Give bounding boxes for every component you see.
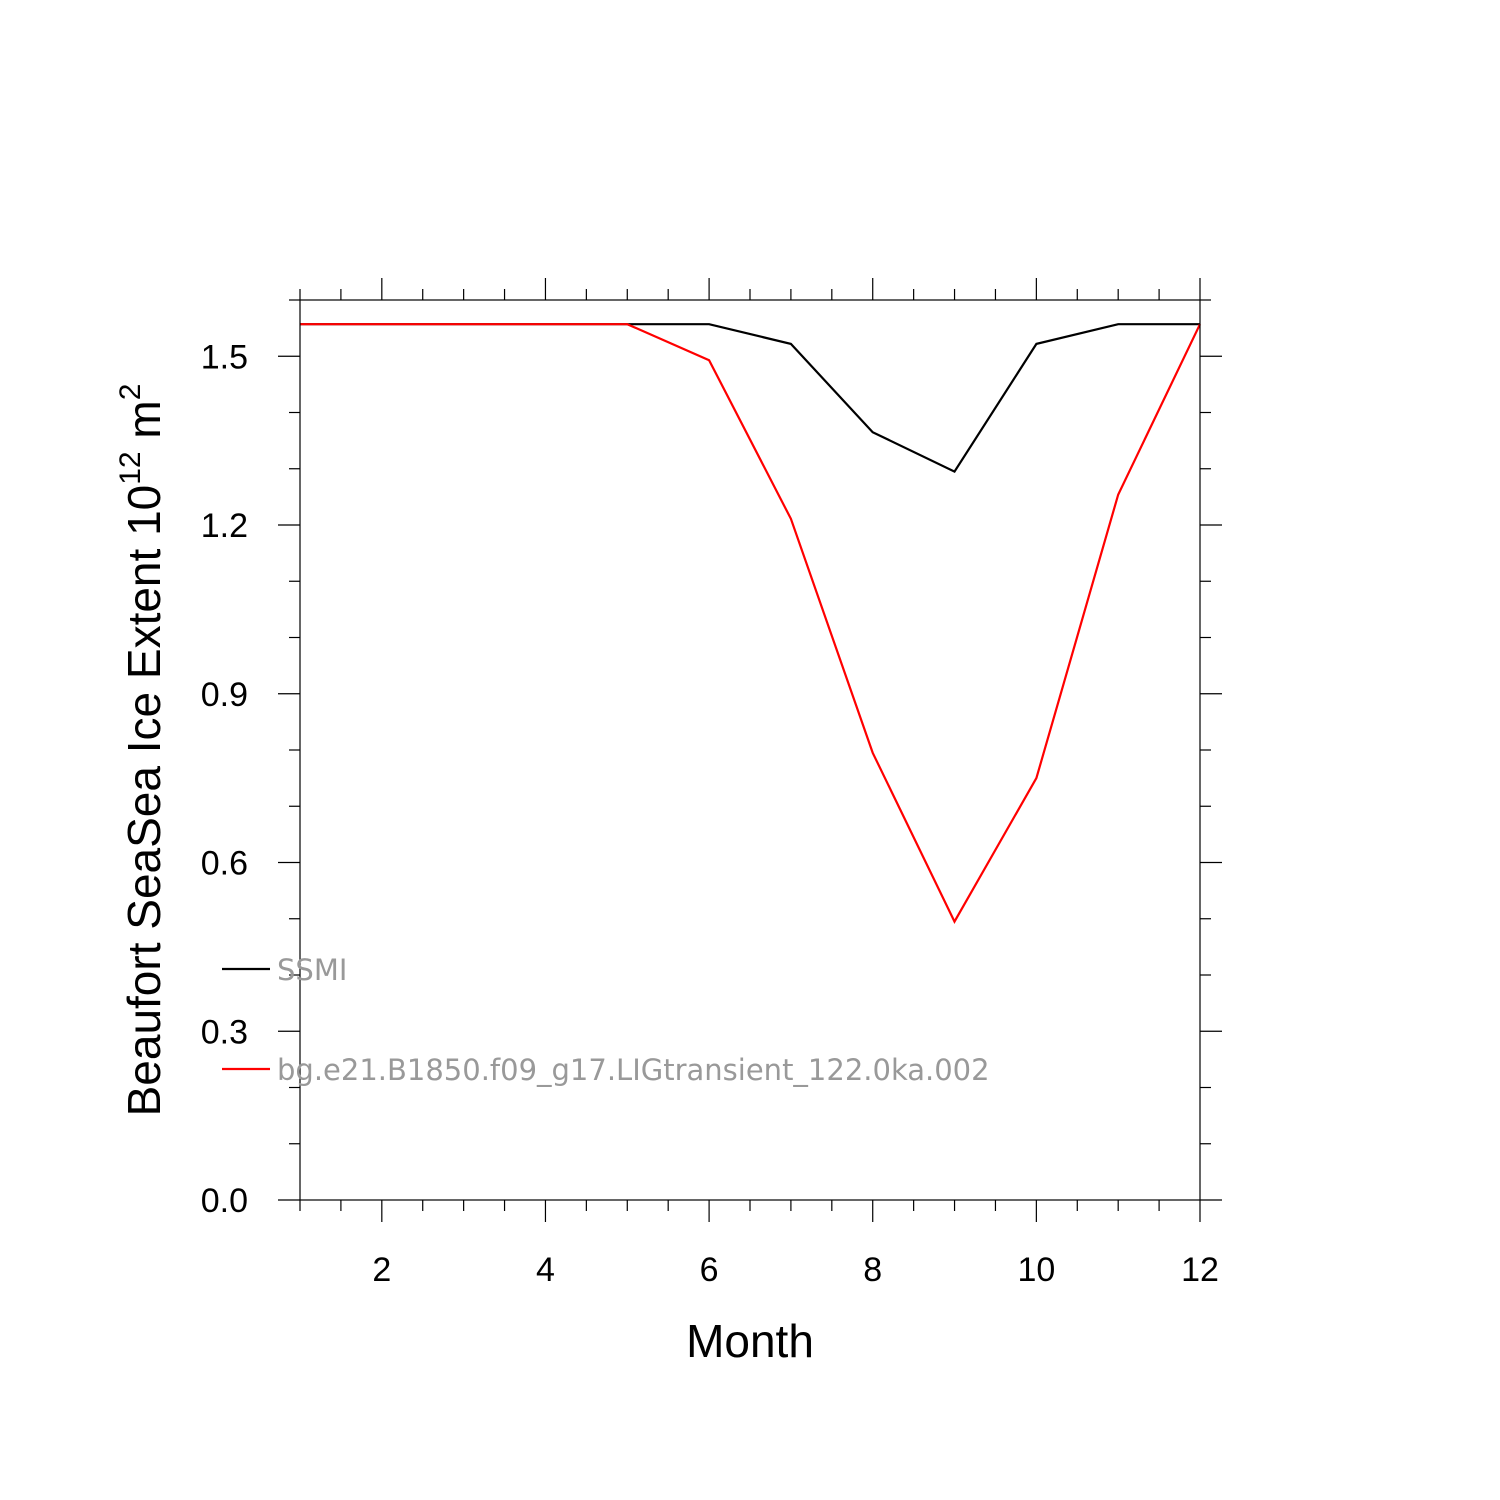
y-axis-title: Beaufort SeaSea Ice Extent 1012 m2 — [114, 384, 170, 1117]
y-axis-title-exponent: 12 — [114, 451, 147, 484]
y-axis-title-main: Beaufort SeaSea Ice Extent 10 — [118, 485, 170, 1117]
tick-labels: 2 4 6 8 10 12 0.0 0.3 0.6 0.9 1.2 1.5 — [201, 338, 1219, 1289]
x-axis-title: Month — [686, 1315, 814, 1367]
plot-frame — [299, 299, 1201, 1201]
legend: SSMI bg.e21.B1850.f09_g17.LIGtransient_12… — [222, 953, 990, 1087]
x-tick-label: 6 — [700, 1251, 719, 1289]
series-line-1 — [300, 323, 1200, 474]
y-tick-label: 1.2 — [201, 507, 248, 545]
y-tick-label: 0.6 — [201, 845, 248, 883]
x-tick-label: 12 — [1181, 1251, 1219, 1289]
axis-ticks — [278, 278, 1222, 1222]
y-axis-title-unit-exponent: 2 — [114, 384, 147, 401]
x-tick-label: 8 — [863, 1251, 882, 1289]
series-line-2 — [300, 323, 1201, 924]
y-axis-title-unit: m — [118, 400, 170, 451]
series-layer — [300, 323, 1201, 924]
legend-label: bg.e21.B1850.f09_g17.LIGtransient_122.0k… — [277, 1053, 990, 1087]
x-tick-label: 2 — [372, 1251, 391, 1289]
y-tick-label: 0.0 — [201, 1182, 248, 1220]
x-tick-label: 10 — [1017, 1251, 1055, 1289]
x-tick-label: 4 — [536, 1251, 555, 1289]
y-tick-label: 1.5 — [201, 338, 248, 376]
y-tick-label: 0.3 — [201, 1013, 248, 1051]
legend-label: SSMI — [277, 953, 347, 987]
y-tick-label: 0.9 — [201, 676, 248, 714]
